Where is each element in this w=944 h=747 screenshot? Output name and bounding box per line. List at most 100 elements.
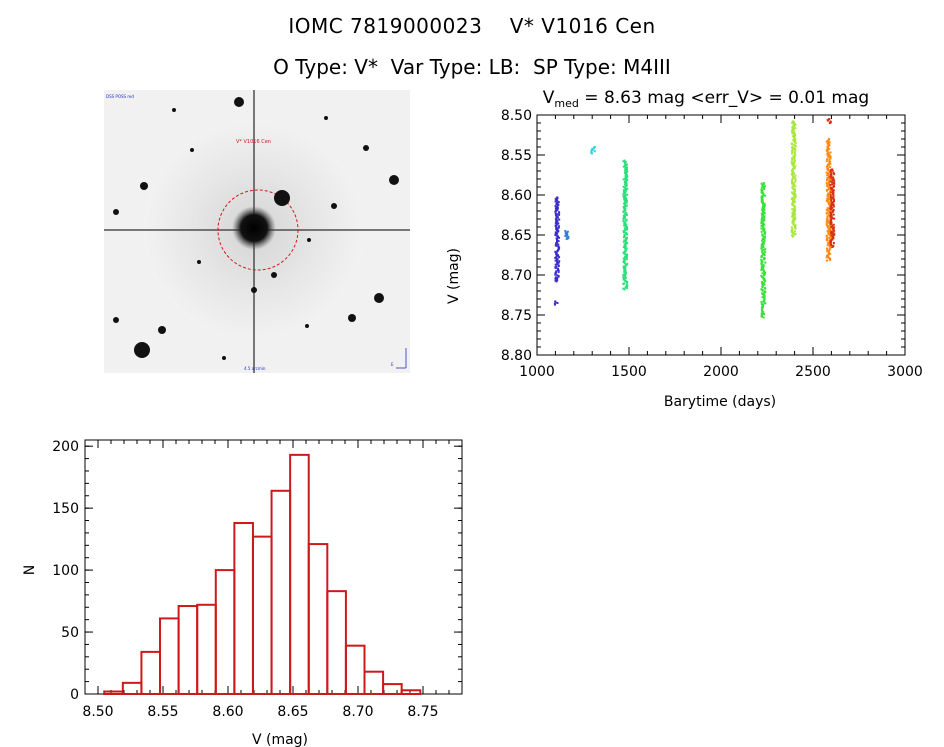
field-star <box>305 324 309 328</box>
lightcurve-point <box>761 224 764 227</box>
lightcurve-point <box>555 234 558 237</box>
field-star <box>134 342 150 358</box>
lightcurve-point <box>832 198 835 201</box>
histogram-bar <box>326 590 347 696</box>
lightcurve-point <box>791 180 794 183</box>
lightcurve-point <box>791 152 794 155</box>
lightcurve-point <box>828 180 831 183</box>
lightcurve-point <box>624 242 627 245</box>
lightcurve-point <box>825 181 828 184</box>
lightcurve-point <box>826 165 829 168</box>
lightcurve-point <box>830 212 833 215</box>
lightcurve-point <box>557 254 560 257</box>
lightcurve-point <box>556 232 559 235</box>
lightcurve-point <box>790 198 793 201</box>
lightcurve-point <box>558 256 561 259</box>
lightcurve-point <box>825 256 828 259</box>
lightcurve-point <box>793 154 796 157</box>
lightcurve-point <box>831 179 834 182</box>
lightcurve-point <box>622 240 625 243</box>
lightcurve-point <box>833 232 836 235</box>
lightcurve-point <box>761 196 764 199</box>
lightcurve-point <box>762 295 765 298</box>
lightcurve-point <box>623 268 626 271</box>
lightcurve-point <box>626 254 629 257</box>
lightcurve-point <box>825 222 828 225</box>
lightcurve-point <box>790 230 793 233</box>
lightcurve-point <box>622 178 625 181</box>
lightcurve-point <box>793 218 796 221</box>
lightcurve-point <box>794 216 797 219</box>
lightcurve-point <box>828 230 831 233</box>
histogram-bar <box>103 690 124 695</box>
lightcurve-point <box>792 184 795 187</box>
lightcurve-ytick-label: 8.60 <box>501 188 532 204</box>
lightcurve-point <box>625 182 628 185</box>
histogram-bar <box>196 603 217 695</box>
histogram-bar <box>159 617 180 695</box>
lightcurve-point <box>762 186 765 189</box>
lightcurve-point <box>623 229 626 232</box>
lightcurve-point <box>762 228 765 231</box>
lightcurve-point <box>830 234 833 237</box>
field-star <box>234 97 244 107</box>
lightcurve-point <box>792 175 795 178</box>
lightcurve-point <box>793 194 796 197</box>
lightcurve-point <box>792 200 795 203</box>
lightcurve-point <box>554 234 557 237</box>
sky-compass-label: E <box>391 362 394 367</box>
histogram-bar <box>177 605 199 695</box>
lightcurve-point <box>625 177 628 180</box>
lightcurve-point <box>763 188 766 191</box>
lightcurve-point <box>791 235 794 238</box>
lightcurve-point <box>556 258 559 261</box>
lightcurve-point <box>557 261 560 264</box>
lightcurve-point <box>622 211 625 214</box>
lightcurve-point <box>623 201 626 204</box>
lightcurve-point <box>791 178 794 181</box>
lightcurve-point <box>791 147 794 150</box>
lightcurve-point <box>828 159 831 162</box>
lightcurve-point <box>764 261 767 264</box>
lightcurve-point <box>763 283 766 286</box>
lightcurve-point <box>762 264 765 267</box>
lightcurve-point <box>827 142 830 145</box>
lightcurve-point <box>829 169 832 172</box>
histogram-bar <box>307 543 329 695</box>
lightcurve-point <box>760 288 763 291</box>
lightcurve-point <box>761 296 764 299</box>
lightcurve-point <box>831 190 834 193</box>
lightcurve-point <box>555 270 558 273</box>
lightcurve-point <box>829 187 832 190</box>
lightcurve-point <box>555 239 558 242</box>
lightcurve-point <box>555 253 558 256</box>
lightcurve-point <box>554 256 557 259</box>
lightcurve-point <box>623 209 626 212</box>
lightcurve-point <box>622 195 625 198</box>
lightcurve-point <box>832 171 835 174</box>
sky-corner-label: DSS POSS red <box>106 94 134 99</box>
lightcurve-point <box>555 219 558 222</box>
lightcurve-point <box>623 288 626 291</box>
lightcurve-point <box>828 182 831 185</box>
lightcurve-point <box>555 203 558 206</box>
field-star <box>389 175 399 185</box>
lightcurve-point <box>827 186 830 189</box>
lightcurve-point <box>793 233 796 236</box>
lightcurve-point <box>623 224 626 227</box>
lightcurve-point <box>760 245 763 248</box>
lightcurve-point <box>792 129 795 132</box>
lightcurve-point <box>556 230 559 233</box>
lightcurve-ytick-label: 8.55 <box>501 148 532 164</box>
lightcurve-point <box>626 179 629 182</box>
lightcurve-point <box>625 241 628 244</box>
lightcurve-point <box>760 186 763 189</box>
lightcurve-point <box>556 209 559 212</box>
lightcurve-point <box>763 313 766 316</box>
lightcurve-point <box>826 183 829 186</box>
lightcurve-point <box>624 187 627 190</box>
lightcurve-point <box>764 248 767 251</box>
lightcurve-point <box>827 207 830 210</box>
lightcurve-point <box>827 176 830 179</box>
lightcurve-point <box>827 219 830 222</box>
